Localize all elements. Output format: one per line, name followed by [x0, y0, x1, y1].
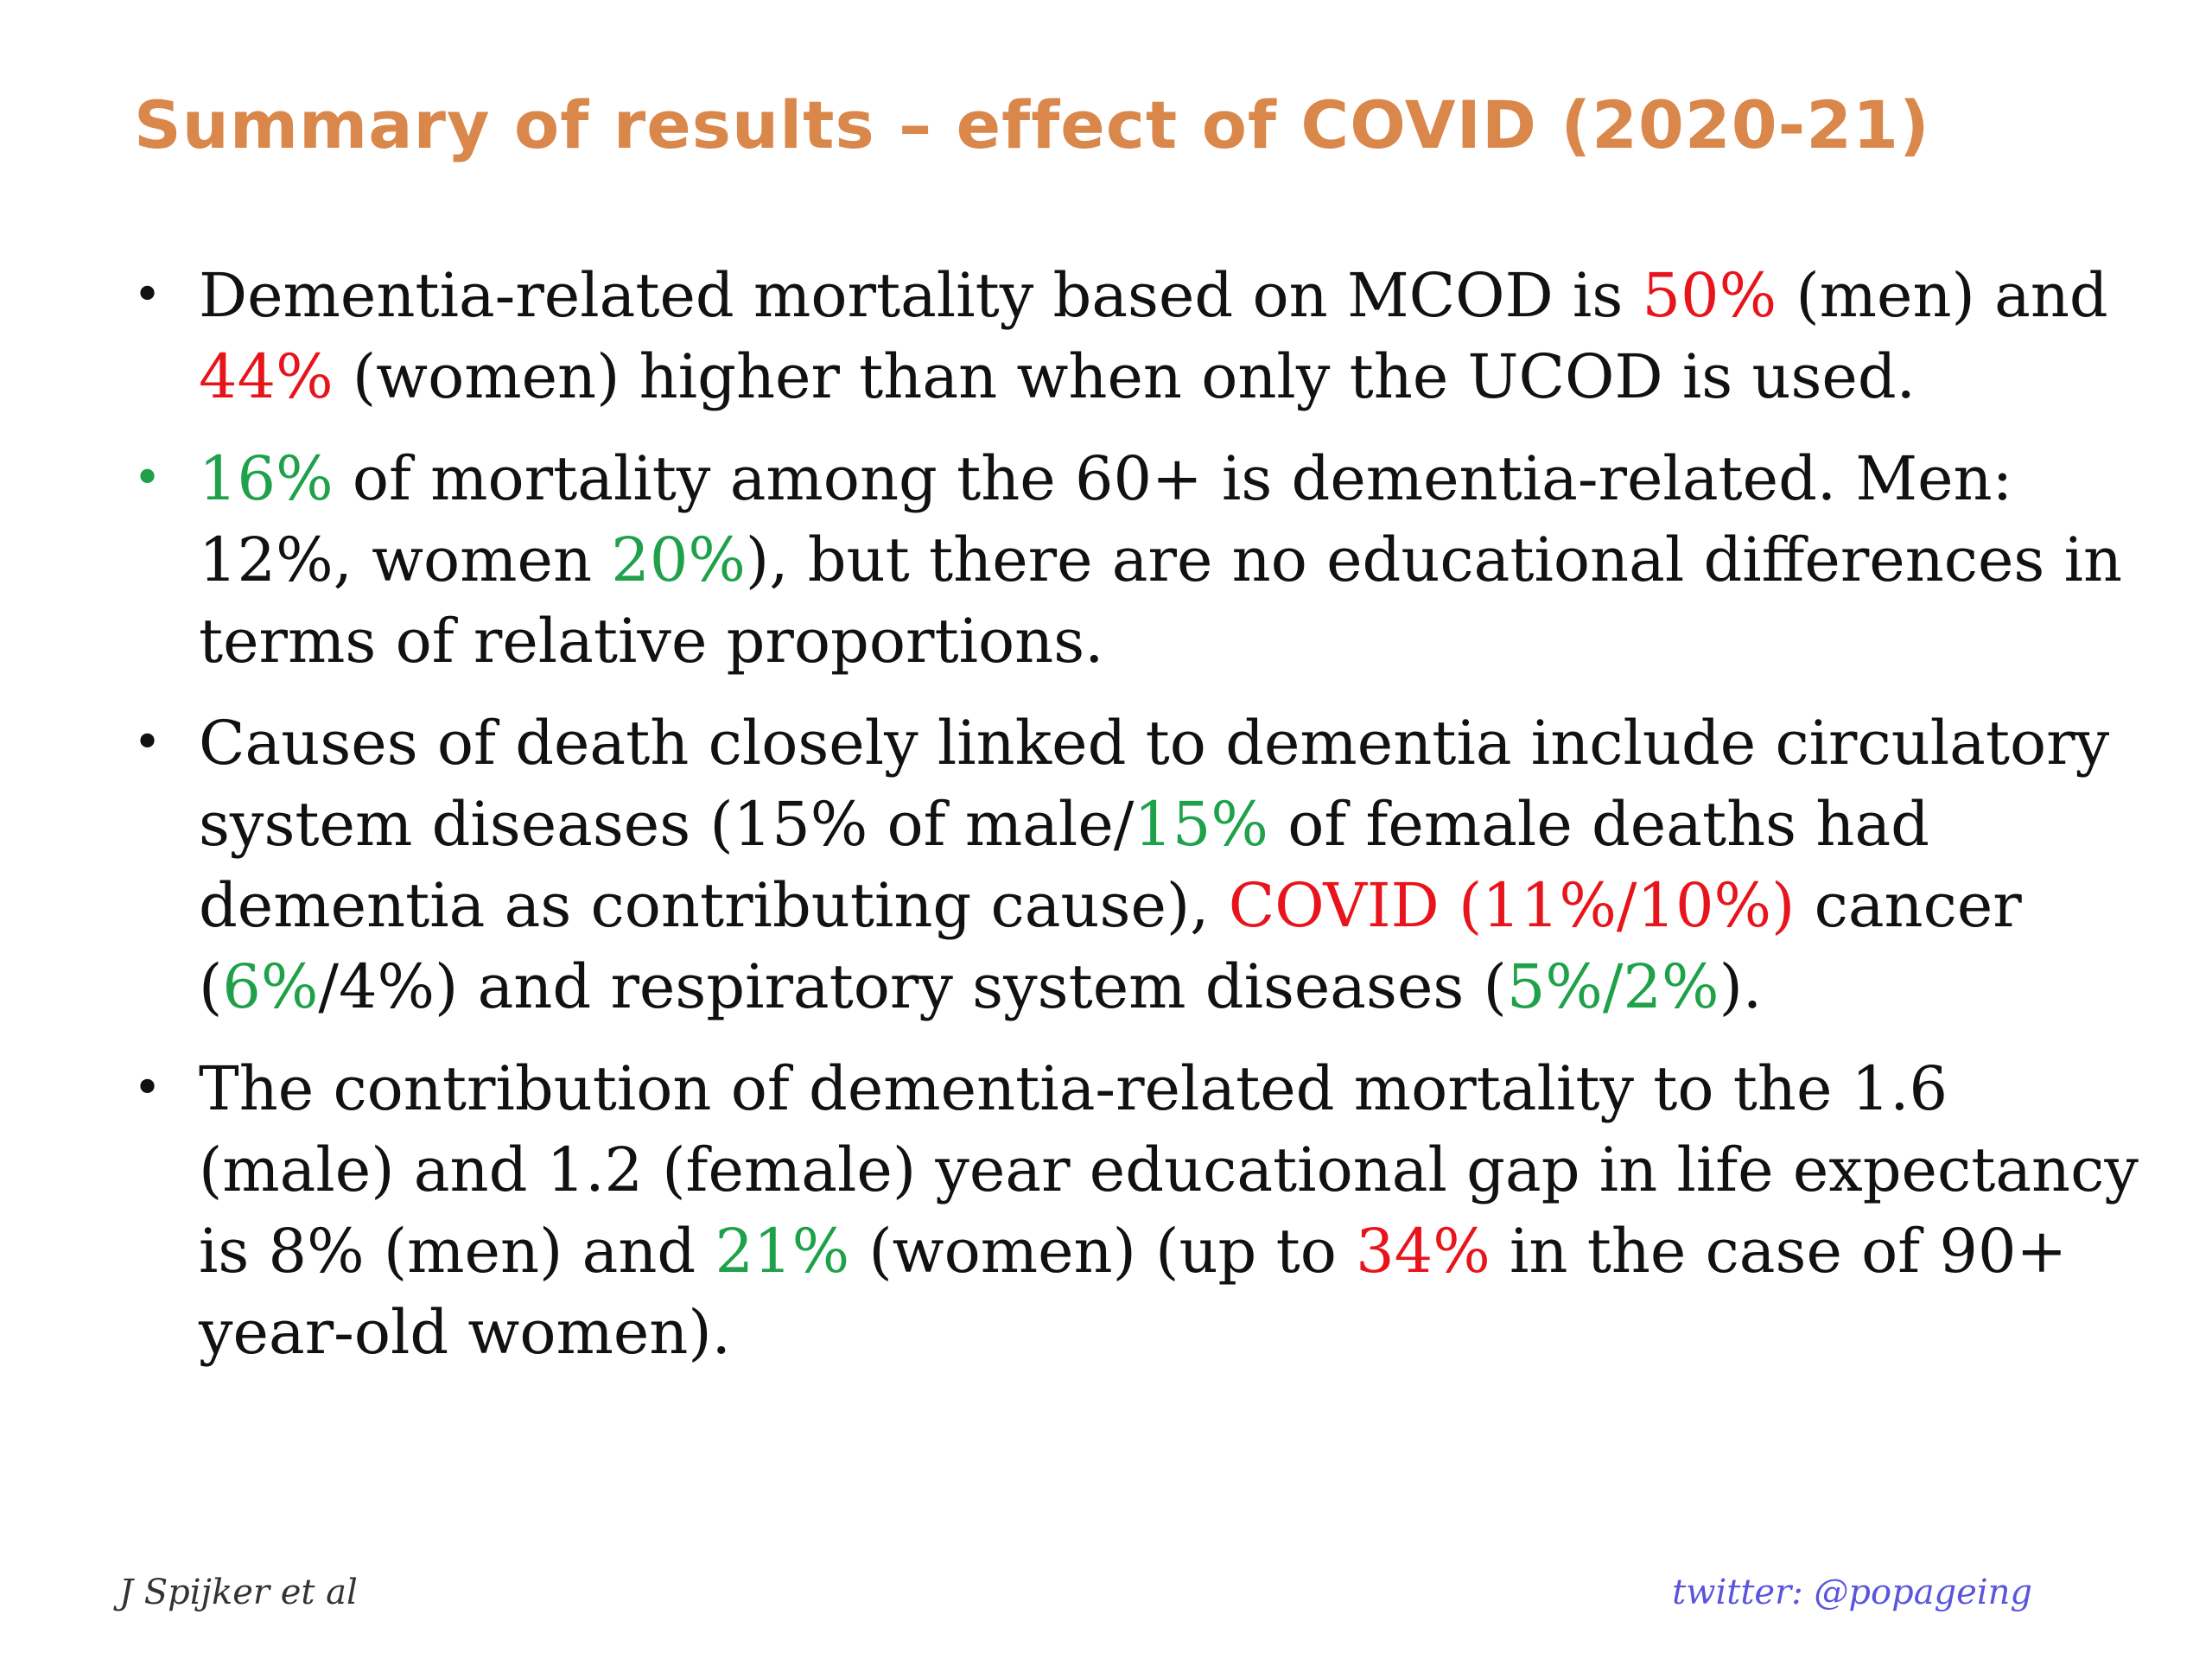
text-segment: cancer (	[199, 870, 2022, 1022]
text-segment: (women) higher than when only the UCOD i…	[333, 341, 1916, 412]
text-segment: ), but there are no educational differen…	[199, 524, 2123, 677]
bullet-item: • Causes of death closely linked to deme…	[130, 702, 2143, 1027]
bullet-list: • Dementia-related mortality based on MC…	[130, 255, 2143, 1394]
highlight-green: 6%	[222, 951, 319, 1022]
bullet-marker: •	[133, 450, 162, 506]
bullet-item: • Dementia-related mortality based on MC…	[130, 255, 2143, 417]
text-segment: Causes of death closely linked to dement…	[199, 708, 2110, 860]
highlight-green: 21%	[715, 1216, 850, 1287]
highlight-red: COVID (11%/10%)	[1228, 870, 1796, 941]
slide-title: Summary of results – effect of COVID (20…	[134, 86, 1930, 163]
text-segment: The contribution of dementia-related mor…	[199, 1053, 2139, 1287]
highlight-red: 50%	[1642, 260, 1777, 331]
footer-twitter-handle: twitter: @popageing	[1672, 1573, 2032, 1612]
highlight-green: 5%/2%	[1506, 951, 1719, 1022]
bullet-marker: •	[133, 267, 162, 323]
bullet-item: • 16% of mortality among the 60+ is deme…	[130, 438, 2143, 682]
text-segment: of mortality among the 60+ is dementia-r…	[199, 443, 2013, 595]
highlight-green: 16%	[199, 443, 334, 514]
bullet-marker: •	[133, 715, 162, 771]
text-segment: Dementia-related mortality based on MCOD…	[199, 260, 1643, 331]
text-segment: (women) (up to	[849, 1216, 1357, 1287]
bullet-marker: •	[133, 1060, 162, 1116]
highlight-green: 15%	[1134, 789, 1268, 860]
text-segment: of female deaths had dementia as contrib…	[199, 789, 1929, 941]
highlight-green: 20%	[611, 524, 746, 595]
text-segment: in the case of 90+ year-old women).	[199, 1216, 2068, 1368]
text-segment: /4%) and respiratory system diseases (	[318, 951, 1507, 1022]
highlight-red: 44%	[199, 341, 334, 412]
text-segment: ).	[1719, 951, 1763, 1022]
bullet-item: • The contribution of dementia-related m…	[130, 1048, 2143, 1373]
highlight-red: 34%	[1356, 1216, 1491, 1287]
footer-author: J Spijker et al	[119, 1573, 358, 1612]
text-segment: (men) and	[1777, 260, 2108, 331]
